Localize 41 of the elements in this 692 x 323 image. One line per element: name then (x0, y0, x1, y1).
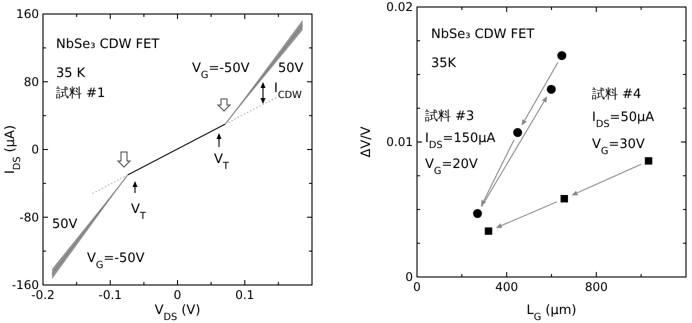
y-tick-label: 0 (405, 270, 413, 284)
annotation: V$_{T}$ (214, 152, 229, 172)
annotation: 50V (278, 61, 304, 76)
x-tick-label: -0.2 (31, 288, 55, 302)
annotation: NbSe₃ CDW FET (431, 27, 534, 42)
annotation: V$_{G}$=30V (592, 137, 645, 156)
annotation: 試料 #1 (56, 86, 106, 101)
annotation: I$_{CDW}$ (274, 81, 302, 100)
x-tick-label: 0.1 (235, 288, 254, 302)
y-axis-title: ΔV/V (359, 126, 374, 158)
annotation: V$_{T}$ (131, 202, 146, 222)
annotation: I$_{DS}$=150μA (425, 131, 496, 150)
y-tick-label: 0 (31, 142, 39, 156)
y-tick-label: 0.01 (386, 135, 413, 149)
y-tick-label: -80 (19, 210, 39, 224)
point (513, 128, 522, 138)
y-tick-label: 80 (24, 74, 39, 89)
y-tick-label: 0.02 (386, 0, 413, 14)
y-tick-label: 160 (16, 7, 39, 21)
annotation: 試料 #4 (592, 87, 642, 102)
point (560, 195, 568, 202)
x-axis-title: L$_{G}$ (μm) (526, 303, 577, 322)
point (644, 157, 652, 165)
x-tick-label: 0 (174, 288, 182, 302)
x-axis-title: V$_{DS}$ (V) (154, 303, 200, 322)
x-tick-label: 400 (495, 280, 518, 294)
annotation: V$_{G}$=20V (425, 157, 478, 176)
x-tick-label: -0.1 (98, 288, 122, 302)
annotation: I$_{DS}$=50μA (592, 110, 654, 130)
x-tick-label: 800 (584, 280, 608, 294)
annotation: 35K (431, 56, 457, 71)
annotation: 35 K (56, 66, 86, 81)
annotation: 試料 #3 (425, 109, 474, 124)
annotation: NbSe₃ CDW FET (56, 37, 160, 52)
annotation: V$_{G}$=-50V (192, 61, 250, 80)
point (557, 51, 566, 60)
point (484, 227, 492, 235)
annotation: 50V (52, 217, 78, 232)
annotation: V$_{G}$=-50V (87, 251, 145, 270)
point (473, 209, 482, 218)
point (546, 84, 556, 94)
